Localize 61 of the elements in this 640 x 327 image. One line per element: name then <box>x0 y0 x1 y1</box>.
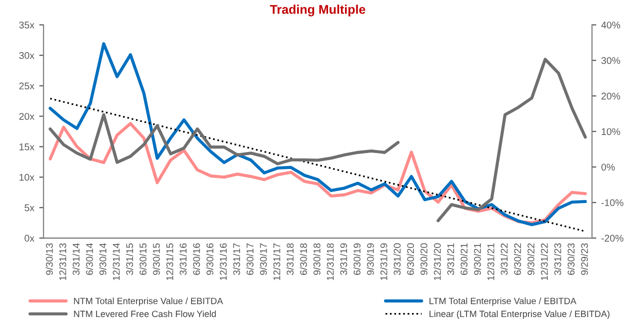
x-tick-label: 12/31/20 <box>434 243 441 280</box>
x-tick-label: 12/31/21 <box>487 243 494 280</box>
x-tick-label: 3/31/22 <box>500 243 508 275</box>
x-tick-label: 6/30/14 <box>86 243 93 275</box>
x-tick-label: 12/31/17 <box>273 243 280 280</box>
x-tick-label: 6/30/21 <box>460 243 468 275</box>
x-tick-label: 9/30/20 <box>420 243 428 275</box>
x-tick-label: 6/30/18 <box>300 243 307 275</box>
legend-label: Linear (LTM Total Enterprise Value / EBITDA) <box>430 310 610 319</box>
x-tick-label: 3/31/23 <box>554 243 562 275</box>
y-tick-label: 5x <box>24 204 34 212</box>
y-tick-label: 20x <box>19 112 34 120</box>
x-tick-label: 9/30/13 <box>46 243 53 275</box>
x-tick-label: 3/31/15 <box>126 243 134 275</box>
y-tick-label: 0x <box>24 234 34 242</box>
y2-tick-label: 0% <box>601 164 615 171</box>
x-tick-label: 6/30/22 <box>514 243 522 275</box>
x-tick-label: 9/30/14 <box>99 243 106 275</box>
y-tick-label: 30x <box>19 52 34 59</box>
x-tick-label: 9/30/18 <box>313 243 320 275</box>
y2-tick-label: 40% <box>601 22 620 28</box>
x-tick-label: 9/30/19 <box>366 243 374 275</box>
x-tick-label: 6/30/15 <box>139 243 146 275</box>
legend-label: NTM Levered Free Cash Flow Yield <box>74 310 216 318</box>
legend-label: LTM Total Enterprise Value / EBITDA <box>430 298 576 306</box>
x-tick-label: 6/30/17 <box>246 243 254 275</box>
x-tick-label: 12/31/16 <box>220 243 227 280</box>
y2-tick-label: -10% <box>601 199 624 206</box>
x-tick-label: 6/30/23 <box>567 243 575 275</box>
y2-tick-label: 30% <box>601 57 620 64</box>
legend-label: NTM Total Enterprise Value / EBITDA <box>74 298 224 306</box>
x-tick-label: 6/30/20 <box>406 243 414 275</box>
x-tick-label: 12/31/13 <box>59 243 66 280</box>
x-tick-label: 12/31/18 <box>326 243 334 280</box>
x-tick-label: 6/30/16 <box>192 243 200 275</box>
y2-tick-label: 10% <box>602 128 620 136</box>
x-tick-label: 9/30/21 <box>474 243 481 275</box>
x-tick-label: 3/31/20 <box>393 243 401 275</box>
x-tick-label: 12/31/22 <box>540 243 548 280</box>
y-tick-label: 10x <box>20 174 34 181</box>
x-tick-label: 9/30/22 <box>527 243 534 275</box>
y-tick-label: 35x <box>19 22 34 28</box>
chart-title: Trading Multiple <box>270 4 366 16</box>
x-tick-label: 3/31/19 <box>340 243 348 275</box>
y2-tick-label: 20% <box>602 92 620 100</box>
y2-tick-label: -20% <box>601 234 624 242</box>
x-tick-label: 3/31/14 <box>72 243 80 275</box>
x-tick-label: 9/30/16 <box>206 243 214 275</box>
x-tick-label: 3/31/21 <box>447 243 454 275</box>
y-tick-label: 25x <box>19 82 34 90</box>
x-tick-label: 3/31/17 <box>232 243 240 275</box>
x-tick-label: 3/31/18 <box>286 243 294 275</box>
x-tick-label: 12/31/14 <box>112 243 120 280</box>
x-tick-label: 3/31/16 <box>179 243 187 275</box>
x-tick-label: 9/30/15 <box>152 243 160 275</box>
x-tick-label: 12/31/15 <box>166 243 174 280</box>
x-tick-label: 6/30/19 <box>353 243 361 275</box>
x-tick-label: 12/31/19 <box>380 243 388 280</box>
x-tick-label: 9/29/23 <box>580 243 588 275</box>
y-tick-label: 15x <box>20 144 34 150</box>
x-tick-label: 9/30/17 <box>260 243 267 275</box>
